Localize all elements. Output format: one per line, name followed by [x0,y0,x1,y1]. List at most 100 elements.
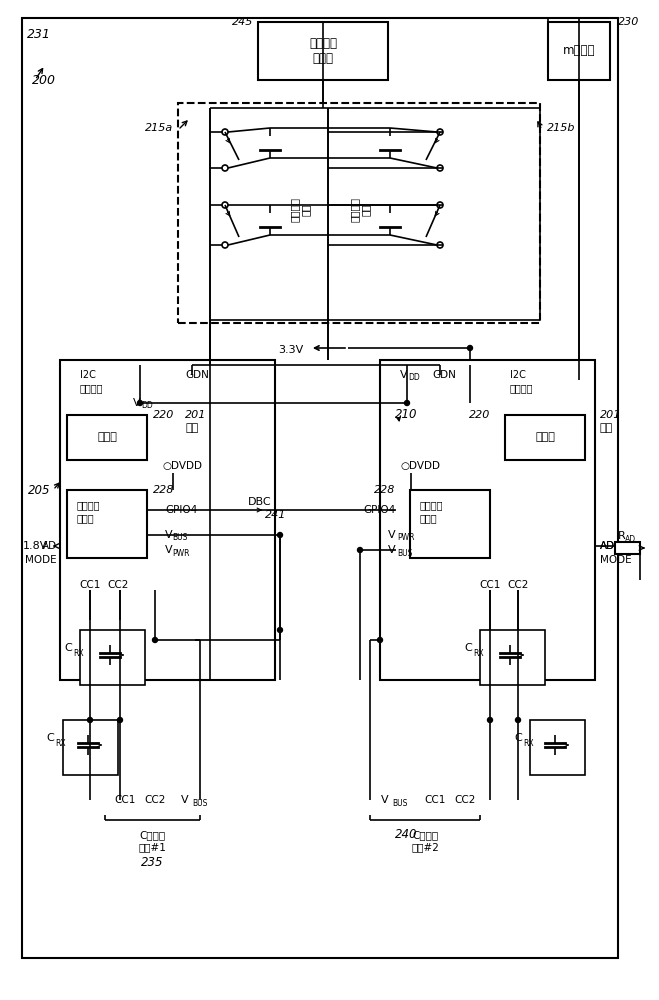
Text: AD: AD [625,536,636,544]
Text: GDN: GDN [185,370,209,380]
Circle shape [277,532,283,538]
Text: 衬底: 衬底 [185,423,198,433]
Text: m控制器: m控制器 [563,44,595,57]
Bar [67,490,147,558]
Text: I2C: I2C [510,370,526,380]
Text: C: C [464,643,472,653]
Text: CC1: CC1 [114,795,136,805]
Text: 201: 201 [600,410,621,420]
Text: 215b: 215b [547,123,575,133]
Text: C: C [46,733,54,743]
Text: CC2: CC2 [107,580,129,590]
Text: DD: DD [408,373,420,382]
Text: C: C [514,733,522,743]
Text: RX: RX [473,648,484,658]
Text: ○DVDD: ○DVDD [162,461,202,471]
Text: 功率系统
耗散器: 功率系统 耗散器 [309,37,337,65]
Text: GPIO4: GPIO4 [364,505,396,515]
Circle shape [88,718,92,722]
Text: BUS: BUS [192,798,208,808]
Circle shape [152,638,158,643]
Text: BUS: BUS [392,798,407,808]
Text: V: V [388,530,396,540]
Polygon shape [260,213,280,227]
Text: 231: 231 [27,28,51,41]
Text: 241: 241 [265,510,287,520]
Text: AD: AD [600,541,615,551]
Polygon shape [260,136,280,150]
Bar [63,720,118,775]
Bar [380,360,595,680]
Text: BUS: BUS [397,548,413,558]
Bar [80,630,145,685]
Bar [410,490,490,558]
Bar [178,103,540,323]
Text: 205: 205 [28,484,50,496]
Text: CC1: CC1 [479,580,501,590]
Text: CC2: CC2 [144,795,165,805]
Text: 228: 228 [153,485,175,495]
Text: 状态机: 状态机 [97,432,117,442]
Bar [258,22,388,80]
Text: C型插座: C型插座 [412,830,438,840]
Text: 220: 220 [469,410,490,420]
Text: CC1: CC1 [79,580,101,590]
Polygon shape [380,136,400,150]
Text: V: V [400,370,408,380]
Text: V: V [388,545,396,555]
Text: RX: RX [523,738,534,748]
Text: 端口#2: 端口#2 [411,842,439,852]
Bar [60,360,275,680]
Text: V: V [381,795,389,805]
Text: CC1: CC1 [424,795,445,805]
Text: （从机）: （从机） [80,383,103,393]
Text: 功率路径
开关: 功率路径 开关 [349,198,371,223]
Text: V: V [165,530,173,540]
Text: 状态机: 状态机 [535,432,555,442]
Text: RX: RX [55,738,66,748]
Text: 220: 220 [153,410,175,420]
Text: DBC: DBC [248,497,272,507]
Text: 控制器: 控制器 [420,513,438,523]
Polygon shape [380,213,400,227]
Circle shape [117,718,123,722]
Text: 215a: 215a [145,123,173,133]
Text: PWR: PWR [172,548,190,558]
Text: MODE: MODE [26,555,57,565]
Text: 228: 228 [374,485,395,495]
Text: 240: 240 [395,828,418,842]
Text: 235: 235 [141,856,163,868]
Circle shape [138,400,142,406]
Bar [480,630,545,685]
Circle shape [357,548,362,552]
Bar [67,415,147,460]
Text: 衬底: 衬底 [600,423,614,433]
Bar [615,542,640,554]
Text: GDN: GDN [432,370,456,380]
Text: 210: 210 [395,408,418,422]
Text: ○DVDD: ○DVDD [400,461,440,471]
Bar [505,415,585,460]
Text: 功率路径
开关: 功率路径 开关 [289,198,311,223]
Bar [530,720,585,775]
Circle shape [488,718,492,722]
Text: C: C [64,643,72,653]
Circle shape [515,718,521,722]
Text: V: V [181,795,189,805]
Circle shape [378,638,382,643]
Text: 端口#1: 端口#1 [138,842,166,852]
Circle shape [467,346,473,351]
Text: BUS: BUS [172,534,187,542]
Text: I2C: I2C [80,370,96,380]
Text: 第一端口: 第一端口 [77,500,101,510]
Text: 245: 245 [231,17,253,27]
Text: V: V [165,545,173,555]
Text: CC2: CC2 [507,580,529,590]
Text: AD: AD [600,541,615,551]
Circle shape [277,628,283,633]
Text: V: V [133,398,140,408]
Text: 3.3V: 3.3V [277,345,303,355]
Circle shape [405,400,409,406]
Text: MODE: MODE [600,555,631,565]
Text: 200: 200 [32,74,56,87]
